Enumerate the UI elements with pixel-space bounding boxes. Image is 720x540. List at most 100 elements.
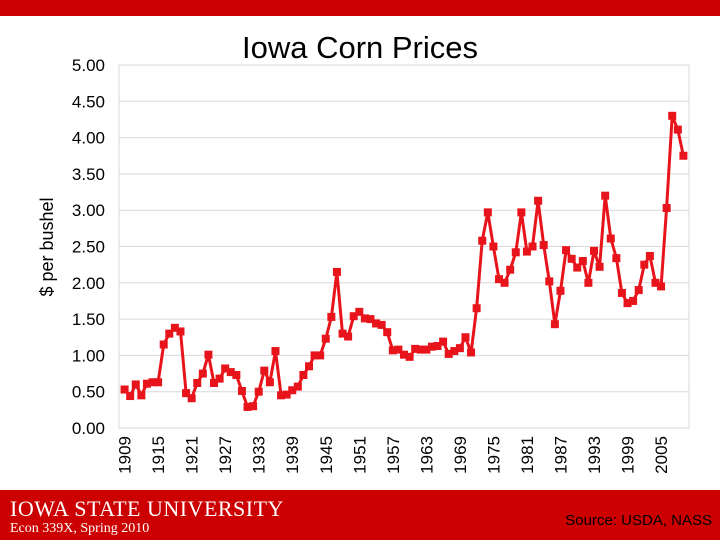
data-point-1935 xyxy=(265,378,274,387)
data-point-2003 xyxy=(645,251,654,260)
data-point-1959 xyxy=(400,350,408,359)
data-point-1944 xyxy=(316,351,325,360)
y-tick-label: 0.00 xyxy=(72,419,105,438)
data-point-1990 xyxy=(573,263,582,272)
data-point-1968 xyxy=(450,347,459,356)
data-point-1924 xyxy=(204,350,213,359)
data-point-2002 xyxy=(640,260,649,269)
data-point-1961 xyxy=(411,344,420,353)
data-point-1996 xyxy=(606,234,615,243)
data-point-1994 xyxy=(595,262,604,271)
footer-bar: IOWA STATE UNIVERSITY Econ 339X, Spring … xyxy=(0,490,720,540)
y-tick-label: 1.50 xyxy=(72,310,105,329)
data-point-1958 xyxy=(394,345,403,354)
data-point-1988 xyxy=(562,246,571,255)
data-point-1945 xyxy=(321,334,330,343)
data-point-1919 xyxy=(176,327,185,336)
data-point-1980 xyxy=(517,208,526,217)
data-point-1941 xyxy=(299,371,308,380)
data-point-1920 xyxy=(182,389,191,398)
data-point-1963 xyxy=(422,345,431,354)
data-point-1936 xyxy=(271,347,280,356)
data-point-1929 xyxy=(232,371,241,380)
data-point-1992 xyxy=(584,278,593,287)
data-point-1967 xyxy=(444,349,453,358)
data-point-1984 xyxy=(539,241,548,250)
data-point-1940 xyxy=(293,382,302,391)
data-point-1975 xyxy=(489,242,498,251)
x-tick-label: 1945 xyxy=(317,436,336,474)
data-point-1916 xyxy=(159,340,168,349)
data-point-1970 xyxy=(461,333,470,342)
y-tick-label: 2.00 xyxy=(72,274,105,293)
data-point-1997 xyxy=(612,254,621,263)
data-point-1927 xyxy=(221,364,230,373)
data-point-1946 xyxy=(327,312,336,321)
y-axis-ticks: 5.00 4.50 4.00 3.50 3.00 2.50 2.00 1.50 1.00 0.50… xyxy=(72,56,105,438)
data-point-1965 xyxy=(433,341,442,350)
data-point-1926 xyxy=(215,374,224,383)
data-point-1956 xyxy=(383,328,392,337)
data-point-1912 xyxy=(137,391,146,400)
x-tick-label: 1963 xyxy=(417,436,436,474)
x-tick-label: 1981 xyxy=(518,436,537,474)
data-point-1930 xyxy=(237,386,246,395)
data-point-1974 xyxy=(483,208,492,217)
data-point-1934 xyxy=(260,366,269,375)
data-point-1954 xyxy=(372,319,381,328)
x-tick-label: 1927 xyxy=(216,436,235,474)
data-point-1982 xyxy=(528,242,537,251)
x-tick-label: 2005 xyxy=(652,436,671,474)
data-point-1939 xyxy=(288,386,297,395)
data-point-1914 xyxy=(148,378,157,387)
y-tick-label: 3.50 xyxy=(72,165,105,184)
data-point-1960 xyxy=(405,352,414,361)
data-point-1911 xyxy=(131,380,140,389)
data-point-1985 xyxy=(545,277,554,286)
data-point-2005 xyxy=(657,282,666,291)
series-line xyxy=(123,114,685,409)
data-point-1952 xyxy=(360,314,369,323)
data-point-1950 xyxy=(349,312,358,321)
data-point-1949 xyxy=(344,332,353,341)
data-point-1913 xyxy=(142,379,151,388)
data-point-1978 xyxy=(506,265,515,274)
data-point-1981 xyxy=(522,247,531,256)
plot-frame xyxy=(118,64,690,429)
data-point-1966 xyxy=(439,337,448,346)
x-tick-label: 1909 xyxy=(116,436,135,474)
x-tick-label: 1933 xyxy=(250,436,269,474)
data-point-1953 xyxy=(366,315,375,324)
x-tick-label: 1969 xyxy=(451,436,470,474)
data-point-1972 xyxy=(472,304,481,313)
y-tick-label: 4.00 xyxy=(72,129,105,148)
data-point-1947 xyxy=(332,267,341,276)
data-point-2006 xyxy=(662,204,671,213)
x-tick-label: 1993 xyxy=(585,436,604,474)
data-point-1937 xyxy=(277,391,286,400)
data-point-1951 xyxy=(355,307,364,316)
data-point-1910 xyxy=(126,392,135,401)
data-point-2004 xyxy=(651,278,660,287)
y-tick-label: 4.50 xyxy=(72,92,105,111)
data-point-1925 xyxy=(210,378,218,387)
x-tick-label: 1915 xyxy=(149,436,168,474)
data-point-1942 xyxy=(305,362,313,371)
data-point-1931 xyxy=(243,402,252,411)
data-point-1987 xyxy=(556,286,565,295)
x-tick-label: 1987 xyxy=(551,436,570,474)
data-point-1995 xyxy=(601,191,610,200)
data-point-2008 xyxy=(673,125,682,134)
data-point-1921 xyxy=(187,394,196,403)
data-point-1918 xyxy=(170,323,179,332)
data-point-1983 xyxy=(534,196,543,205)
data-point-1979 xyxy=(511,248,520,257)
y-tick-label: 5.00 xyxy=(72,56,105,75)
price-series xyxy=(120,111,688,411)
x-tick-label: 1975 xyxy=(484,436,503,474)
course-label: Econ 339X, Spring 2010 xyxy=(10,521,150,536)
x-tick-label: 1951 xyxy=(350,436,369,474)
data-point-1932 xyxy=(249,402,258,411)
data-point-1999 xyxy=(623,299,632,308)
